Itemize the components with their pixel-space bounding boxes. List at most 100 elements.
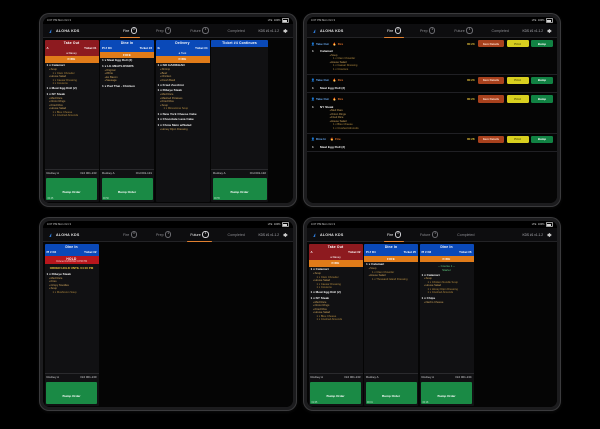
list-item-header: 👤 Dine In 🔥 Fire 00:28 Item Details Print Bump bbox=[311, 135, 553, 143]
tab-completed[interactable]: Completed bbox=[456, 230, 475, 240]
bump-button[interactable]: Bump bbox=[531, 135, 553, 143]
screen-bottom-left: 4:07 PM Mon Oct 3 LTE 100% ALOHA KDS Fir bbox=[43, 221, 293, 407]
ticket-number: Ticket #4 bbox=[195, 46, 208, 50]
list-item[interactable]: 👤 Dine In 🔥 Fire 00:28 Item Details Print Bump 1… bbox=[307, 134, 557, 153]
item-details-button[interactable]: Item Details bbox=[478, 135, 504, 143]
tab-completed-label: Completed bbox=[491, 28, 509, 33]
item-details-button[interactable]: Item Details bbox=[478, 95, 504, 103]
bump-order-label: Bump Order bbox=[117, 189, 137, 194]
print-button[interactable]: Print bbox=[506, 76, 529, 84]
bump-order-label: Bump Order bbox=[62, 393, 81, 398]
item-modifier: +Fried Rice bbox=[313, 307, 327, 311]
fire-bar: FIRE bbox=[44, 56, 99, 63]
gear-icon[interactable] bbox=[546, 28, 552, 34]
ticket-column[interactable]: Dine In PI # D4 Ticket #2 HOLD Ordered 10/03… bbox=[44, 243, 99, 406]
gear-icon[interactable] bbox=[546, 232, 552, 238]
print-button[interactable]: Print bbox=[506, 40, 529, 48]
tab-fire[interactable]: Fire 3 bbox=[120, 24, 140, 39]
tab-fire[interactable]: Fire 3 bbox=[122, 228, 138, 240]
ticket-footer: Rodney A Ord 001-131 bbox=[100, 169, 154, 176]
tab-completed[interactable]: Completed bbox=[227, 26, 246, 36]
tab-prep-count: 1 bbox=[165, 27, 172, 34]
item-modifier: +Nacho Cheese bbox=[424, 300, 444, 304]
item-details-button[interactable]: Item Details bbox=[478, 40, 504, 48]
tab-prep[interactable]: Prep 1 bbox=[155, 228, 172, 240]
table-pill: PI # D3 bbox=[421, 250, 432, 254]
tab-future[interactable]: Future 1 bbox=[419, 228, 439, 240]
bump-button[interactable]: Bump bbox=[531, 40, 553, 48]
ticket-board[interactable]: Dine In PI # D4 Ticket #2 HOLD Ordered 10/03… bbox=[43, 242, 293, 407]
order-type-label: Take Out bbox=[63, 41, 80, 45]
gear-icon[interactable] bbox=[282, 232, 288, 238]
print-button[interactable]: Print bbox=[506, 135, 529, 143]
list-item[interactable]: 👤 Take Out 🔥 Fire 00:23 Item Details Print Bump… bbox=[307, 93, 557, 134]
tab-future-count: 1 bbox=[431, 231, 439, 238]
bump-button[interactable]: Bump bbox=[531, 95, 553, 103]
tab-future[interactable]: Future 1 bbox=[189, 24, 209, 36]
ticket-items: 1 x Calamari +Soup 1 x Clam Chowder +House … bbox=[364, 262, 418, 373]
ticket-column[interactable]: Delivery Ib Ticket #4 a Test FIRE 1 x NO HARI… bbox=[155, 39, 210, 202]
ticket-board[interactable]: Take Out A Ticket #2 a Davey FIRE 1 x Calamar… bbox=[307, 242, 557, 407]
item-modifier: +Soup bbox=[49, 68, 57, 72]
item-modifier: 1 x Thousand Island Dressing bbox=[372, 277, 408, 281]
tab-fire-label: Fire bbox=[123, 232, 130, 237]
item-name: 1 x Ribeye Steak bbox=[46, 272, 71, 277]
bump-order-button[interactable]: Bump Order 00:45 bbox=[46, 177, 97, 200]
item-modifier: +House Salad bbox=[49, 75, 66, 79]
tab-prep[interactable]: Prep 1 bbox=[155, 24, 172, 36]
ticket-column[interactable]: Take Out A Ticket #2 a Davey FIRE 1 x Calamar… bbox=[308, 243, 363, 406]
item-name: Meat Egg Roll (2) bbox=[320, 85, 346, 90]
item-modifier: +White bbox=[104, 72, 113, 76]
fire-state-tag: 🔥 Fire bbox=[333, 42, 344, 46]
ticket-column[interactable]: Dine In PI # D3 Ticket #6 FIRE -- Course 1 -… bbox=[419, 243, 474, 406]
bump-order-button[interactable]: Bump Order 00:18 bbox=[421, 381, 472, 404]
item-list-view[interactable]: 👤 Take Out 🔥 Fire 00:23 Item Details Print Bump… bbox=[307, 38, 557, 203]
item-modifier: +Onion Rings bbox=[313, 304, 330, 308]
bump-order-button[interactable]: Bump Order 00:50 bbox=[101, 177, 153, 200]
ticket-column[interactable]: Dine In PI # D4 Ticket #5 FIRE 1 x Calamari +… bbox=[364, 243, 418, 406]
order-number: Ord 001-131 bbox=[135, 171, 152, 176]
ticket-items: 1 x Meat Egg Roll (2) 1 x LG MEATLOVERS +O… bbox=[100, 58, 154, 169]
bump-order-button[interactable]: Bump Order bbox=[46, 381, 97, 404]
server-name: Rodney A bbox=[46, 375, 60, 380]
tab-fire-count: 3 bbox=[130, 231, 137, 238]
print-button[interactable]: Print bbox=[506, 95, 529, 103]
bump-timer: 00:01 bbox=[367, 401, 373, 404]
ticket-item: 1 x Calamari +Soup 1 x Chicken Noodle Soup… bbox=[422, 273, 472, 295]
list-item[interactable]: 👤 Take Out 🔥 Fire 00:23 Item Details Print Bump… bbox=[307, 75, 557, 94]
tab-completed[interactable]: Completed bbox=[227, 230, 246, 240]
fire-state-tag: 🔥 Fire bbox=[333, 97, 344, 101]
tab-completed[interactable]: Completed bbox=[491, 26, 510, 36]
list-item-header: 👤 Take Out 🔥 Fire 00:23 Item Details Print Bump bbox=[311, 40, 553, 48]
server-name: Rodney A bbox=[213, 171, 226, 176]
gear-icon[interactable] bbox=[282, 28, 288, 34]
bump-order-button[interactable]: Bump Order 00:55 bbox=[212, 177, 267, 200]
ticket-column[interactable]: Ticket #4 Continues Rodney A Ord 001-132 Bu… bbox=[211, 39, 268, 202]
item-modifier: 1 x Minestrone Soup bbox=[163, 107, 189, 111]
item-name: 1 x Chow Mein w/Salad bbox=[157, 122, 192, 127]
item-detail: Calamari +Soup 1 x Clam Chowder +House Sala… bbox=[320, 49, 553, 71]
list-item[interactable]: 👤 Take Out 🔥 Fire 00:23 Item Details Print Bump… bbox=[307, 38, 557, 75]
ticket-item: 1 x Chocolate Lava Cake bbox=[158, 117, 208, 122]
bump-button[interactable]: Bump bbox=[531, 76, 553, 84]
tab-future[interactable]: Future 1 bbox=[453, 24, 473, 36]
item-modifier: 1 x Bleu Cheese bbox=[52, 110, 73, 114]
list-item-tags: 👤 Take Out 🔥 Fire bbox=[311, 42, 343, 46]
bump-order-button[interactable]: Bump Order 00:01 bbox=[365, 381, 417, 404]
tab-future[interactable]: Future 1 bbox=[187, 228, 212, 243]
item-name: 1 x Fried Zucchini bbox=[157, 82, 184, 87]
item-modifier: +Soup bbox=[49, 287, 57, 291]
tab-fire[interactable]: Fire 3 bbox=[384, 24, 404, 39]
ticket-column[interactable]: Take Out A Ticket #1 a Davey FIRE 1 x Calamar… bbox=[44, 39, 99, 202]
item-details-button[interactable]: Item Details bbox=[478, 76, 504, 84]
tab-prep[interactable]: Prep 1 bbox=[419, 24, 436, 36]
ticket-column[interactable]: Dine In PI # D3 Ticket #3 FIRE 1 x Meat Egg … bbox=[100, 39, 154, 202]
tab-future-count: 1 bbox=[466, 27, 473, 34]
ticket-board[interactable]: Take Out A Ticket #1 a Davey FIRE 1 x Calamar… bbox=[43, 38, 293, 203]
ticket-item: 1 x Ribeye Steak +Med Rare +Mashed Potatoe… bbox=[158, 89, 208, 111]
item-modifier: +Soup bbox=[329, 53, 338, 57]
tab-fire-count: 3 bbox=[394, 231, 401, 238]
tablet-top-left: 4:07 PM Mon Oct 3 LTE 100% ALOHA KDS Fi bbox=[40, 14, 296, 206]
tab-fire[interactable]: Fire 3 bbox=[384, 228, 404, 243]
bump-order-button[interactable]: Bump Order 01:05 bbox=[310, 381, 361, 404]
